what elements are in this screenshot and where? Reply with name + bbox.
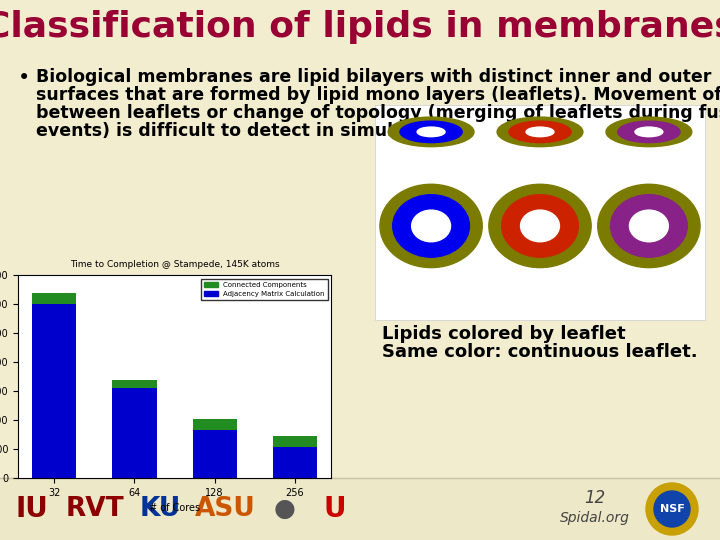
Ellipse shape <box>618 121 680 143</box>
Bar <box>273 447 317 478</box>
Circle shape <box>598 184 700 268</box>
Circle shape <box>502 195 578 257</box>
Circle shape <box>392 195 469 257</box>
Text: Same color: continuous leaflet.: Same color: continuous leaflet. <box>382 343 698 361</box>
Bar <box>0 478 720 540</box>
Bar <box>193 430 237 478</box>
Text: RVT: RVT <box>66 496 125 522</box>
Circle shape <box>646 483 698 535</box>
Ellipse shape <box>400 121 462 143</box>
Text: U: U <box>324 495 346 523</box>
Ellipse shape <box>526 127 554 137</box>
Text: ASU: ASU <box>194 496 256 522</box>
Bar <box>112 380 156 388</box>
Text: KU: KU <box>140 496 181 522</box>
Text: 12: 12 <box>585 489 606 507</box>
Circle shape <box>412 210 451 242</box>
Ellipse shape <box>509 121 571 143</box>
Text: IU: IU <box>16 495 48 523</box>
Ellipse shape <box>497 117 583 147</box>
Legend: Connected Components, Adjacency Matrix Calculation: Connected Components, Adjacency Matrix C… <box>201 279 328 300</box>
Title: Time to Completion @ Stampede, 145K atoms: Time to Completion @ Stampede, 145K atom… <box>70 260 279 269</box>
Text: Spidal.org: Spidal.org <box>560 511 630 525</box>
Ellipse shape <box>635 127 663 137</box>
Bar <box>112 388 156 478</box>
Bar <box>32 305 76 478</box>
Circle shape <box>629 210 668 242</box>
Ellipse shape <box>388 117 474 147</box>
Bar <box>273 436 317 447</box>
Circle shape <box>611 195 688 257</box>
Bar <box>375 105 705 320</box>
Text: Biological membranes are lipid bilayers with distinct inner and outer: Biological membranes are lipid bilayers … <box>36 68 711 86</box>
Ellipse shape <box>417 127 445 137</box>
Ellipse shape <box>606 117 692 147</box>
Circle shape <box>489 184 591 268</box>
Text: events) is difficult to detect in simulations.: events) is difficult to detect in simula… <box>36 122 460 140</box>
Text: surfaces that are formed by lipid mono layers (leaflets). Movement of lipids: surfaces that are formed by lipid mono l… <box>36 86 720 104</box>
Bar <box>193 420 237 430</box>
Circle shape <box>654 491 690 527</box>
Circle shape <box>380 184 482 268</box>
Text: Classification of lipids in membranes: Classification of lipids in membranes <box>0 10 720 44</box>
Text: between leaflets or change of topology (merging of leaflets during fusion: between leaflets or change of topology (… <box>36 104 720 122</box>
Text: ●: ● <box>274 497 296 521</box>
Bar <box>32 293 76 305</box>
Text: •: • <box>18 68 30 88</box>
Text: Lipids colored by leaflet: Lipids colored by leaflet <box>382 325 626 343</box>
Circle shape <box>521 210 559 242</box>
X-axis label: # of Cores: # of Cores <box>149 503 200 513</box>
Text: NSF: NSF <box>660 504 685 514</box>
